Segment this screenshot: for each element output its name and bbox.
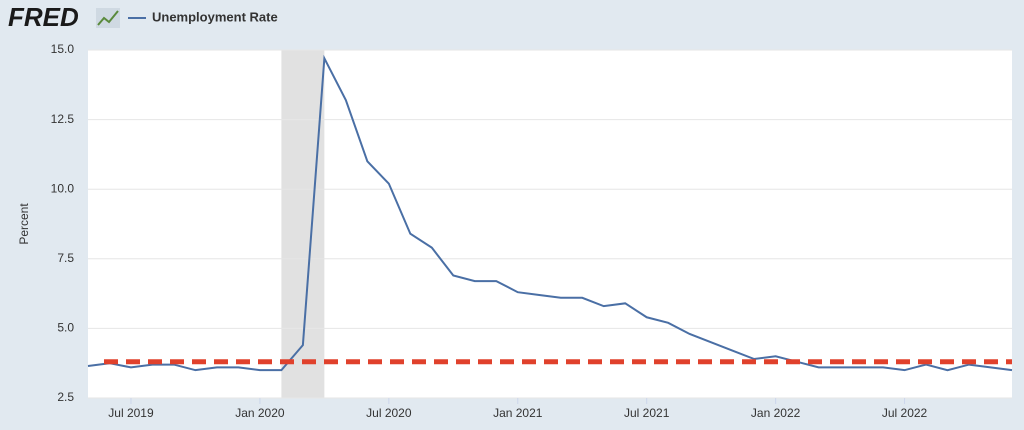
x-tick-label: Jan 2022 xyxy=(751,406,801,420)
plot-area xyxy=(88,50,1012,398)
y-tick-label: 2.5 xyxy=(57,390,74,404)
x-tick-label: Jan 2021 xyxy=(493,406,543,420)
logo[interactable]: FRED xyxy=(8,2,79,32)
x-tick-label: Jul 2020 xyxy=(366,406,412,420)
x-tick-label: Jul 2022 xyxy=(882,406,928,420)
series-line xyxy=(87,54,1013,372)
y-tick-label: 12.5 xyxy=(51,112,75,126)
x-tick-label: Jan 2020 xyxy=(235,406,285,420)
logo-icon xyxy=(96,8,120,28)
y-tick-label: 7.5 xyxy=(57,251,74,265)
y-tick-label: 15.0 xyxy=(51,42,75,56)
x-tick-label: Jul 2019 xyxy=(108,406,154,420)
x-tick-label: Jul 2021 xyxy=(624,406,670,420)
legend-label[interactable]: Unemployment Rate xyxy=(152,9,278,24)
y-tick-label: 5.0 xyxy=(57,321,74,335)
y-tick-label: 10.0 xyxy=(51,181,75,195)
y-axis-label: Percent xyxy=(17,203,31,245)
